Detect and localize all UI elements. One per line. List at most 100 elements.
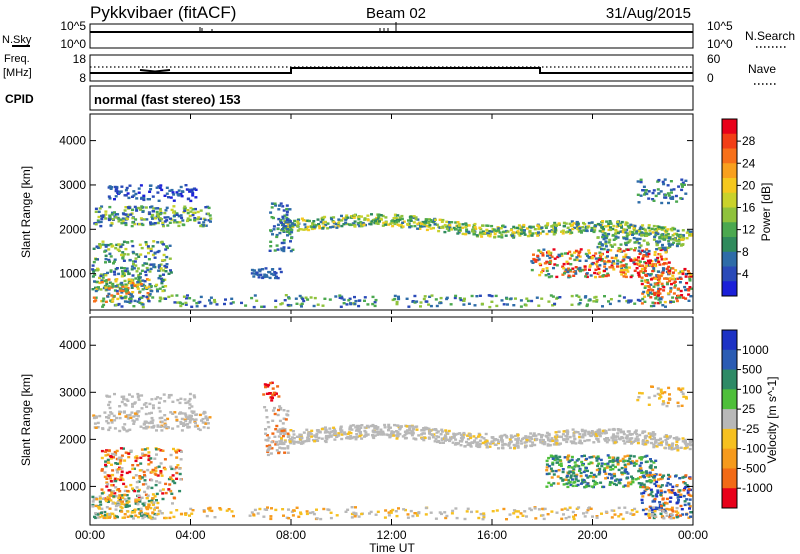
range-cell (279, 303, 283, 306)
range-cell (329, 511, 333, 514)
range-cell (632, 455, 636, 458)
range-cell (106, 271, 109, 275)
range-cell (587, 255, 591, 259)
range-cell (661, 400, 665, 403)
range-cell (143, 479, 147, 482)
range-cell (110, 484, 114, 487)
range-cell (129, 213, 133, 216)
range-cell (281, 205, 285, 208)
range-cell (545, 469, 549, 472)
range-cell (638, 456, 642, 459)
colorbar-tick-label: 1000 (742, 343, 769, 357)
range-cell (622, 296, 626, 299)
range-cell (264, 385, 267, 389)
range-cell (657, 290, 661, 293)
range-cell (547, 252, 551, 255)
range-cell (616, 428, 620, 431)
range-cell (589, 264, 592, 267)
range-cell (643, 250, 647, 253)
range-cell (104, 450, 108, 453)
range-cell (481, 441, 485, 445)
range-cell (115, 416, 119, 420)
range-cell (474, 437, 478, 440)
range-cell (256, 512, 260, 515)
range-cell (103, 284, 107, 288)
range-cell (680, 178, 684, 181)
range-cell (490, 224, 494, 228)
range-cell (658, 397, 661, 400)
range-cell (102, 297, 106, 300)
range-cell (120, 494, 124, 497)
range-cell (657, 443, 661, 446)
range-cell (644, 269, 647, 273)
range-cell (105, 288, 109, 291)
range-cell (665, 484, 669, 487)
range-cell (340, 214, 343, 218)
range-cell (598, 264, 602, 267)
range-cell (494, 294, 498, 298)
range-cell (370, 213, 373, 216)
range-cell (265, 508, 269, 511)
range-cell (446, 432, 450, 435)
range-cell (662, 402, 666, 405)
range-cell (675, 436, 679, 439)
range-cell (111, 218, 115, 221)
range-cell (587, 221, 591, 225)
range-cell (120, 467, 124, 470)
range-cell (370, 220, 374, 223)
range-cell (189, 507, 193, 511)
range-cell (529, 508, 533, 512)
range-cell (610, 264, 614, 267)
range-cell (131, 281, 134, 285)
range-cell (191, 208, 195, 211)
range-cell (174, 449, 178, 453)
range-cell (659, 255, 663, 258)
range-cell (123, 489, 127, 493)
range-cell (657, 478, 660, 481)
range-cell (425, 218, 429, 221)
range-cell (605, 437, 608, 440)
range-cell (557, 222, 561, 225)
range-cell (131, 195, 134, 198)
range-cell (634, 247, 637, 250)
range-cell (574, 514, 577, 517)
range-cell (108, 281, 112, 284)
range-cell (139, 184, 143, 187)
range-cell (140, 448, 144, 451)
range-cell (146, 297, 150, 300)
range-cell (101, 299, 105, 303)
range-cell (188, 419, 192, 422)
range-cell (116, 478, 120, 481)
range-cell (150, 499, 154, 502)
range-cell (668, 508, 671, 511)
range-cell (124, 285, 128, 288)
range-cell (685, 498, 689, 501)
range-cell (535, 438, 538, 441)
range-cell (547, 230, 551, 233)
range-cell (326, 431, 330, 434)
range-cell (623, 442, 627, 445)
range-cell (467, 224, 471, 227)
range-cell (685, 272, 688, 276)
range-cell (286, 445, 290, 448)
range-cell (568, 470, 572, 473)
range-cell (551, 295, 555, 298)
range-cell (633, 241, 637, 244)
range-cell (502, 303, 506, 306)
range-cell (108, 185, 112, 188)
range-cell (482, 516, 486, 519)
range-cell (371, 302, 375, 306)
range-cell (639, 458, 643, 461)
range-cell (111, 244, 115, 247)
range-cell (664, 305, 667, 308)
range-cell (122, 213, 126, 216)
range-cell (180, 195, 184, 198)
range-cell (643, 228, 647, 231)
range-cell (275, 440, 278, 444)
range-cell (393, 220, 397, 223)
range-cell (126, 515, 130, 518)
range-cell (169, 489, 173, 493)
range-cell (332, 216, 336, 219)
range-cell (669, 290, 672, 293)
range-cell (190, 414, 193, 418)
